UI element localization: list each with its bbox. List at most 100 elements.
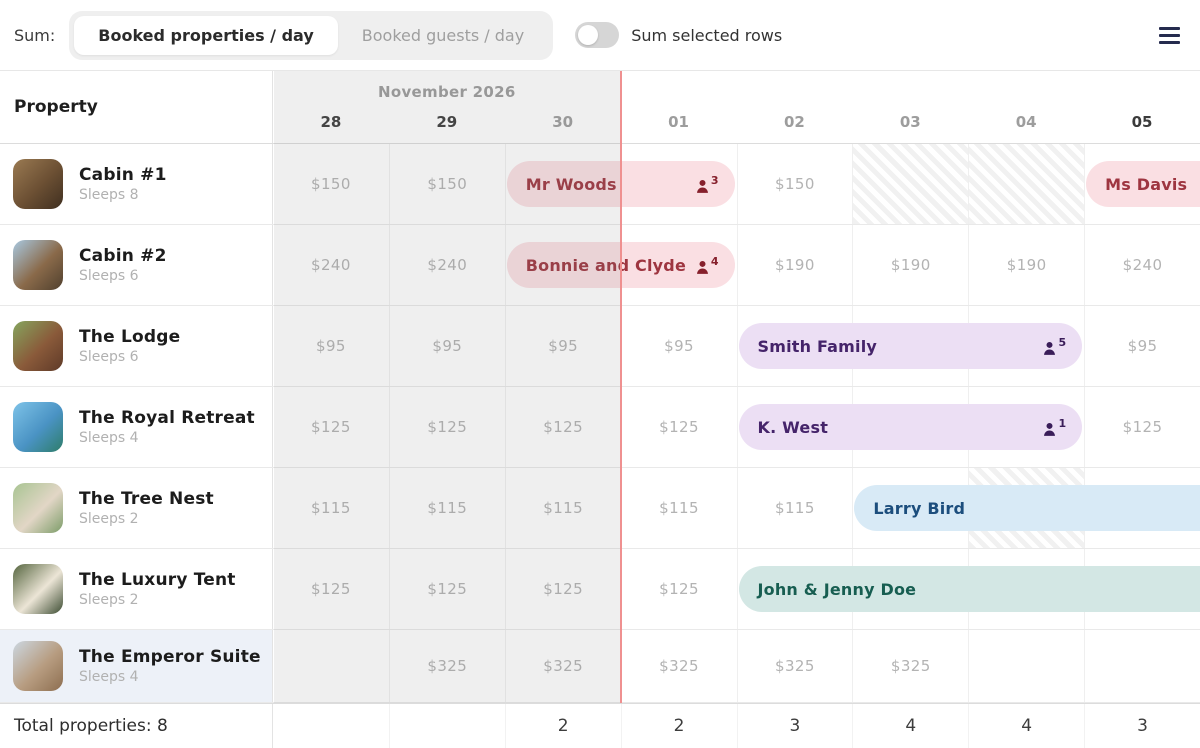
rate-cell-30[interactable]: $125 — [504, 387, 621, 467]
rate-cell-03[interactable]: $325 — [852, 630, 968, 702]
rate-cell-29[interactable]: $125 — [388, 549, 505, 629]
rate-value: $325 — [543, 657, 584, 675]
property-sleeps: Sleeps 4 — [79, 430, 139, 446]
rate-cell-05[interactable]: $240 — [1084, 225, 1200, 305]
property-sleeps: Sleeps 2 — [79, 511, 139, 527]
day-area: $125 $125 $125 $125 John & Jenny Doe — [273, 549, 1200, 629]
property-row-cabin-1[interactable]: Cabin #1 Sleeps 8 — [0, 144, 273, 224]
rate-value: $125 — [1122, 418, 1163, 436]
rate-cell-30[interactable] — [504, 144, 621, 224]
booking-bar-k-west[interactable]: K. West 1 — [738, 404, 1083, 450]
rate-cell-28[interactable]: $95 — [273, 306, 389, 386]
booking-bar-mr-woods[interactable]: Mr Woods 3 — [506, 161, 735, 207]
rate-cell-29[interactable]: $125 — [388, 387, 505, 467]
rate-value: $95 — [432, 337, 463, 355]
booking-bar-ms-davis[interactable]: Ms Davis — [1086, 161, 1200, 207]
rate-cell-02[interactable]: $115 — [736, 468, 853, 548]
property-sleeps: Sleeps 6 — [79, 268, 139, 284]
property-text: The Emperor Suite Sleeps 4 — [79, 647, 261, 685]
rate-cell-29[interactable]: $95 — [388, 306, 505, 386]
booking-bar-john-jenny-doe[interactable]: John & Jenny Doe — [738, 566, 1200, 612]
table-row-the-lodge: The Lodge Sleeps 6 $95 $95 $95 $95 $95 Smith Fa… — [0, 306, 1200, 387]
rate-cell-30[interactable]: $95 — [504, 306, 621, 386]
rate-cell-01[interactable]: $325 — [620, 630, 737, 702]
blocked-cell-03[interactable] — [852, 144, 969, 224]
rate-cell-01[interactable]: $95 — [620, 306, 737, 386]
rate-cell-05[interactable]: $95 — [1084, 306, 1200, 386]
rate-cell-05[interactable] — [1084, 630, 1200, 702]
rate-value: $125 — [543, 418, 584, 436]
rate-cell-28[interactable] — [273, 630, 389, 702]
rate-cell-04[interactable] — [968, 630, 1084, 702]
rate-cell-03[interactable] — [852, 468, 968, 548]
guest-name: Bonnie and Clyde — [525, 255, 686, 275]
booking-bar-smith-family[interactable]: Smith Family 5 — [738, 323, 1083, 369]
property-row-the-tree-nest[interactable]: The Tree Nest Sleeps 2 — [0, 468, 273, 548]
rate-cell-01[interactable]: $115 — [620, 468, 737, 548]
rate-value: $115 — [543, 499, 584, 517]
month-label: November 2026 — [378, 83, 516, 101]
guest-count: 3 — [710, 173, 719, 187]
rate-value: $95 — [548, 337, 579, 355]
property-name: The Emperor Suite — [79, 647, 261, 667]
rate-cell-28[interactable]: $150 — [273, 144, 389, 224]
rate-cell-28[interactable]: $125 — [273, 549, 389, 629]
rate-cell-29[interactable]: $240 — [388, 225, 505, 305]
rate-value: $125 — [311, 418, 351, 436]
property-row-the-lodge[interactable]: The Lodge Sleeps 6 — [0, 306, 273, 386]
rate-value: $95 — [316, 337, 346, 355]
day-header-03: 03 — [899, 113, 921, 131]
segment-booked-guests-per-day[interactable]: Booked guests / day — [338, 16, 548, 55]
property-row-the-luxury-tent[interactable]: The Luxury Tent Sleeps 2 — [0, 549, 273, 629]
sum-label: Sum: — [14, 25, 56, 45]
rate-cell-02[interactable] — [736, 306, 853, 386]
hamburger-menu-icon[interactable] — [1159, 23, 1180, 48]
day-header-04: 04 — [1015, 113, 1037, 131]
person-icon — [696, 260, 708, 274]
rate-cell-30[interactable]: $115 — [504, 468, 621, 548]
rate-cell-29[interactable]: $115 — [388, 468, 505, 548]
day-header-05: 05 — [1131, 113, 1153, 131]
property-row-the-emperor-suite[interactable]: The Emperor Suite Sleeps 4 — [0, 630, 273, 702]
rate-cell-02[interactable] — [736, 387, 853, 467]
rate-cell-02[interactable] — [736, 549, 853, 629]
rate-cell-28[interactable]: $125 — [273, 387, 389, 467]
total-cell-01: 2 — [620, 704, 737, 748]
rate-value: $325 — [427, 657, 468, 675]
rate-cell-30[interactable]: $125 — [504, 549, 621, 629]
rate-cell-29[interactable]: $150 — [388, 144, 505, 224]
rate-cell-04[interactable]: $190 — [968, 225, 1084, 305]
total-cell-03: 4 — [852, 704, 968, 748]
rate-value: $325 — [659, 657, 699, 675]
table-row-cabin-1: Cabin #1 Sleeps 8 $150 $150 $150 Mr Woods 3 Ms … — [0, 144, 1200, 225]
sum-selected-rows-toggle[interactable] — [575, 22, 620, 48]
rate-cell-02[interactable]: $325 — [736, 630, 853, 702]
property-text: Cabin #2 Sleeps 6 — [79, 246, 167, 284]
property-row-cabin-2[interactable]: Cabin #2 Sleeps 6 — [0, 225, 273, 305]
rate-cell-28[interactable]: $240 — [273, 225, 389, 305]
property-text: The Luxury Tent Sleeps 2 — [79, 570, 236, 608]
rate-cell-30[interactable]: $325 — [504, 630, 621, 702]
rate-cell-03[interactable]: $190 — [852, 225, 968, 305]
booking-bar-larry-bird[interactable]: Larry Bird — [854, 485, 1200, 531]
day-header-28: 28 — [320, 113, 342, 131]
property-photo — [13, 641, 63, 691]
rate-cell-29[interactable]: $325 — [388, 630, 505, 702]
blocked-cell-04[interactable] — [968, 144, 1085, 224]
property-name: The Lodge — [79, 327, 181, 347]
rate-cell-28[interactable]: $115 — [273, 468, 389, 548]
rate-cell-01[interactable]: $125 — [620, 387, 737, 467]
rate-cell-02[interactable]: $150 — [736, 144, 853, 224]
rate-cell-05[interactable]: $125 — [1084, 387, 1200, 467]
property-row-the-royal-retreat[interactable]: The Royal Retreat Sleeps 4 — [0, 387, 273, 467]
rate-cell-05[interactable] — [1084, 144, 1200, 224]
property-name: The Luxury Tent — [79, 570, 236, 590]
total-properties-label: Total properties: 8 — [0, 704, 273, 748]
rate-cell-01[interactable]: $125 — [620, 549, 737, 629]
rate-cell-02[interactable]: $190 — [736, 225, 853, 305]
rate-cell-30[interactable] — [504, 225, 621, 305]
segment-booked-properties-per-day[interactable]: Booked properties / day — [74, 15, 338, 55]
table-row-the-royal-retreat: The Royal Retreat Sleeps 4 $125 $125 $125 $12… — [0, 387, 1200, 468]
total-cell-30: 2 — [504, 704, 621, 748]
booking-bar-bonnie-and-clyde[interactable]: Bonnie and Clyde 4 — [506, 242, 735, 288]
